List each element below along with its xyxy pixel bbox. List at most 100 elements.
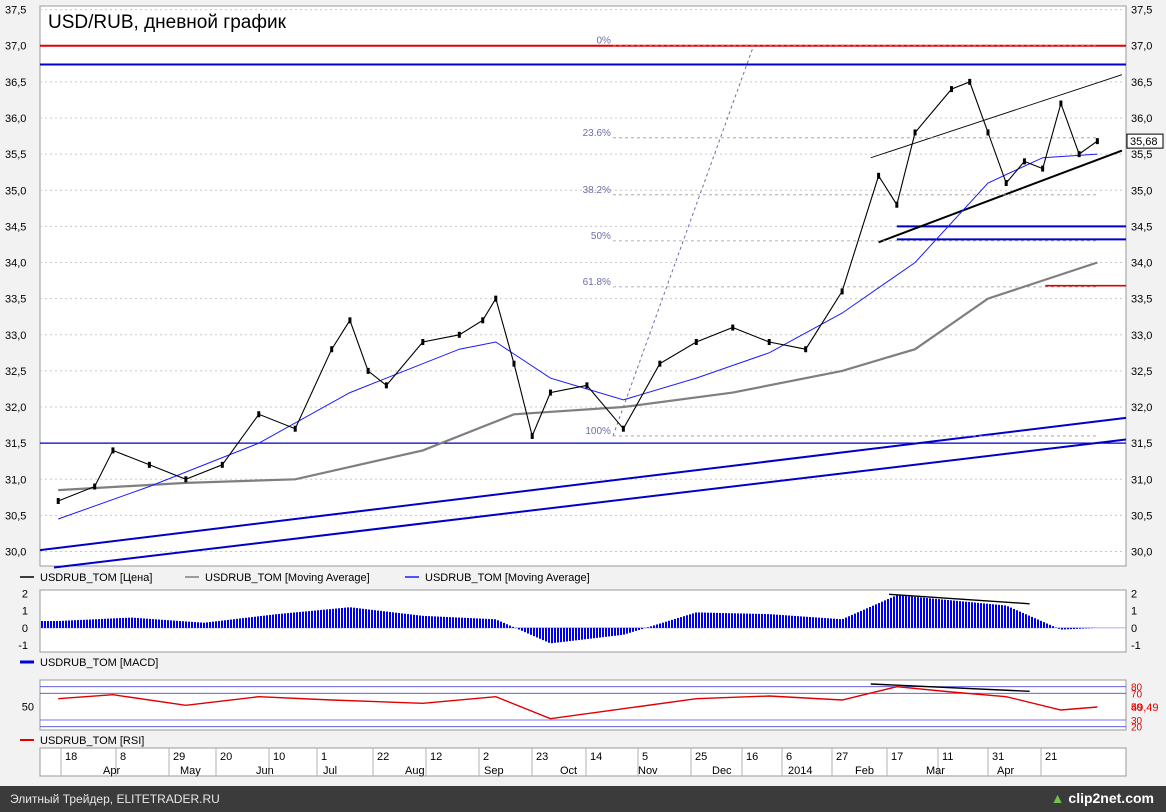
price-tick-label-left: 34,5 [5, 221, 26, 233]
price-point [1004, 180, 1008, 187]
price-tick-label-right: 33,5 [1131, 294, 1152, 306]
macd-tick-right: 1 [1131, 606, 1137, 618]
price-tick-label-right: 34,0 [1131, 258, 1152, 270]
price-point [348, 317, 352, 324]
price-point [384, 382, 388, 389]
price-point [366, 367, 370, 374]
macd-tick-right: 0 [1131, 623, 1137, 635]
time-month-label: May [180, 765, 201, 777]
time-month-label: Mar [926, 765, 945, 777]
time-month-label: Feb [855, 765, 874, 777]
price-tick-label-left: 35,5 [5, 149, 26, 161]
time-day-label: 29 [173, 751, 185, 763]
time-day-label: 23 [536, 751, 548, 763]
legend-entry: USDRUB_TOM [Moving Average] [425, 572, 590, 584]
time-day-label: 11 [942, 751, 953, 763]
price-point [895, 201, 899, 208]
time-month-label: 2014 [788, 765, 812, 777]
footer-bar: Элитный Трейдер, ELITETRADER.RU ▲ clip2n… [0, 786, 1166, 812]
price-point [968, 78, 972, 85]
rsi-line [58, 685, 1098, 720]
price-point [93, 483, 97, 490]
price-point [457, 331, 461, 338]
time-month-label: Nov [638, 765, 658, 777]
price-point [494, 295, 498, 302]
macd-tick-right: 2 [1131, 588, 1137, 600]
rsi-tick-right: 80 [1131, 683, 1143, 694]
price-point [1041, 165, 1045, 172]
price-point [530, 432, 534, 439]
price-point [56, 497, 60, 504]
price-point [421, 339, 425, 345]
time-day-label: 27 [836, 751, 848, 763]
price-point [481, 317, 485, 324]
price-tick-label-right: 30,0 [1131, 547, 1152, 559]
price-point [877, 172, 881, 179]
price-tick-label-right: 37,0 [1131, 41, 1152, 53]
price-tick-label-left: 37,5 [5, 5, 26, 17]
macd-legend-entry: USDRUB_TOM [MACD] [40, 657, 158, 669]
price-point [111, 447, 115, 454]
time-month-label: Apr [103, 765, 120, 777]
support-channel-lower [53, 438, 1127, 569]
price-point [694, 339, 698, 345]
last-price-box [1126, 133, 1164, 149]
fib-level-label: 23.6% [583, 128, 611, 139]
price-point [330, 346, 334, 353]
price-tick-label-right: 35,5 [1131, 149, 1152, 161]
trend-channel-lower [878, 149, 1123, 244]
price-tick-label-right: 33,0 [1131, 330, 1152, 342]
rsi-tick-right: 20 [1131, 723, 1143, 734]
time-day-label: 31 [992, 751, 1004, 763]
rsi-tick-right: 50 [1131, 703, 1143, 714]
price-tick-label-left: 34,0 [5, 258, 26, 270]
macd-tick-left: 2 [22, 588, 28, 600]
price-point [1059, 100, 1063, 107]
macd-tick-left: -1 [18, 640, 28, 652]
price-tick-label-left: 37,0 [5, 41, 26, 53]
price-tick-label-left: 36,5 [5, 77, 26, 89]
price-tick-label-left: 33,0 [5, 330, 26, 342]
price-tick-label-right: 32,5 [1131, 366, 1152, 378]
time-month-label: Dec [712, 765, 732, 777]
time-day-label: 17 [891, 751, 903, 763]
price-point [585, 382, 589, 389]
price-point [731, 324, 735, 331]
ma-slow-line [58, 261, 1098, 492]
price-tick-label-left: 36,0 [5, 113, 26, 125]
price-point [804, 346, 808, 353]
price-tick-label-left: 30,0 [5, 547, 26, 559]
price-tick-label-right: 34,5 [1131, 221, 1152, 233]
fib-level-label: 38.2% [583, 185, 611, 196]
rsi-tick-right: 70 [1131, 689, 1143, 700]
price-tick-label-left: 32,5 [5, 366, 26, 378]
price-point [840, 288, 844, 295]
price-tick-label-right: 32,0 [1131, 402, 1152, 414]
rsi-tick-right: 30 [1131, 716, 1143, 727]
macd-divergence-line [888, 593, 1030, 605]
price-point [621, 425, 625, 432]
chart-title: USD/RUB, дневной график [48, 12, 287, 33]
time-day-label: 22 [377, 751, 389, 763]
price-point [1095, 138, 1099, 145]
time-day-label: 2 [483, 751, 489, 763]
time-day-label: 20 [220, 751, 232, 763]
fib-level-label: 61.8% [583, 277, 611, 288]
price-point [512, 360, 516, 367]
legend-entry: USDRUB_TOM [Moving Average] [205, 572, 370, 584]
fib-level-label: 50% [591, 231, 611, 242]
macd-tick-left: 0 [22, 623, 28, 635]
price-panel [39, 5, 1127, 567]
clip2net-logo-text: clip2net.com [1068, 790, 1154, 806]
price-point [548, 389, 552, 396]
price-point [293, 425, 297, 432]
legend-entry: USDRUB_TOM [Цена] [40, 572, 152, 584]
rsi-current-value: 49,49 [1131, 702, 1159, 714]
price-tick-label-left: 31,0 [5, 474, 26, 486]
price-point [950, 86, 954, 93]
time-month-label: Aug [405, 765, 425, 777]
rsi-divergence-line [870, 683, 1030, 693]
price-tick-label-left: 33,5 [5, 294, 26, 306]
price-point [1077, 151, 1081, 158]
